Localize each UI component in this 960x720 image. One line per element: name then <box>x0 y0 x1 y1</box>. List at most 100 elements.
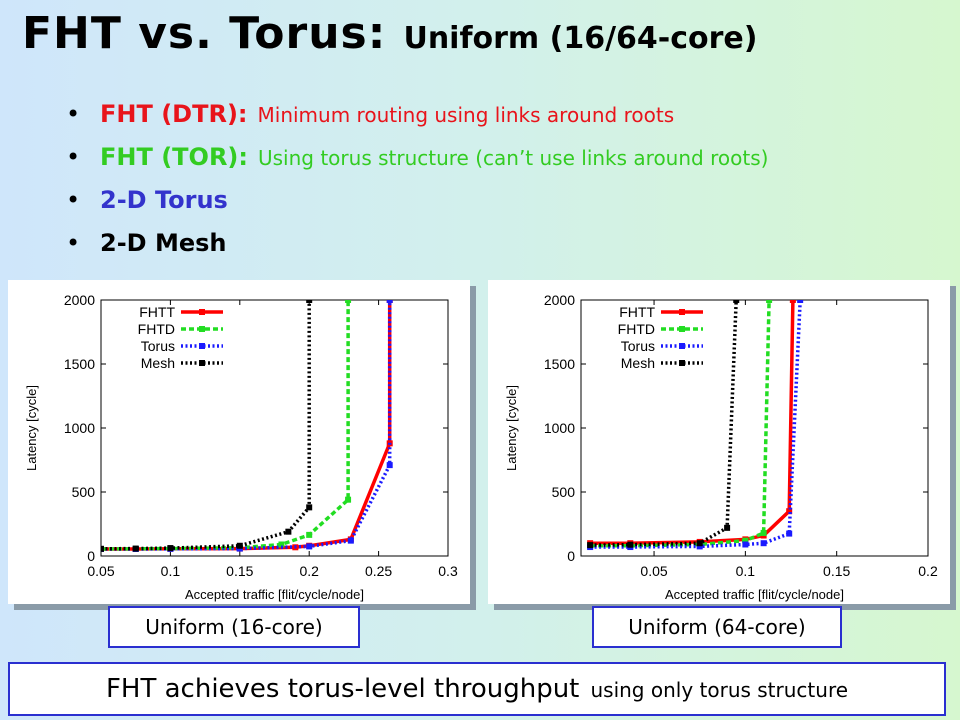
legend-label-torus: Torus <box>621 338 655 354</box>
slide-title: FHT vs. Torus: Uniform (16/64-core) <box>22 8 758 59</box>
legend-label-torus: Torus <box>141 338 175 354</box>
title-main: FHT vs. Torus: <box>22 8 387 59</box>
bullet-desc: Minimum routing using links around roots <box>257 103 675 127</box>
x-tick-label: 0.1 <box>161 563 181 579</box>
x-tick-label: 0.3 <box>438 563 458 579</box>
footer-main: FHT achieves torus-level throughput <box>105 674 580 704</box>
bullet-torus: • 2-D Torus <box>66 186 768 229</box>
y-axis-label: Latency [cycle] <box>24 385 39 471</box>
data-point-torus <box>386 462 393 469</box>
x-tick-label: 0.2 <box>918 563 938 579</box>
legend-marker-torus <box>679 343 685 349</box>
bullet-key: 2-D Mesh <box>100 229 227 257</box>
title-subtitle: Uniform (16/64-core) <box>403 21 758 56</box>
y-tick-label: 2000 <box>544 292 575 308</box>
legend-label-mesh: Mesh <box>621 355 655 371</box>
legend-label-fhtt: FHTT <box>619 304 655 320</box>
data-point-torus <box>786 530 793 537</box>
data-point-mesh <box>696 540 703 547</box>
series-line-fhtd <box>101 300 350 551</box>
y-tick-label: 500 <box>72 484 96 500</box>
data-point-fhtd <box>306 531 313 538</box>
data-point-torus <box>386 300 393 303</box>
data-point-torus <box>347 537 354 544</box>
legend-label-mesh: Mesh <box>141 355 175 371</box>
data-point-mesh <box>285 528 292 535</box>
data-point-fhtt <box>789 300 796 303</box>
x-tick-label: 0.05 <box>87 563 114 579</box>
x-axis-label: Accepted traffic [flit/cycle/node] <box>665 587 844 602</box>
series-line-mesh <box>101 300 311 551</box>
series-line-torus <box>101 300 392 551</box>
data-point-torus <box>742 541 749 548</box>
y-tick-label: 1000 <box>544 420 575 436</box>
legend-label-fhtd: FHTD <box>618 321 655 337</box>
footer-conclusion: FHT achieves torus-level throughput usin… <box>8 662 946 716</box>
data-point-torus <box>696 543 703 550</box>
data-point-mesh <box>236 542 243 549</box>
legend-marker-mesh <box>199 360 205 366</box>
x-tick-label: 0.25 <box>365 563 392 579</box>
legend-marker-fhtd <box>679 326 685 332</box>
bullet-fht-dtr: • FHT (DTR): Minimum routing using links… <box>66 100 768 143</box>
data-point-fhtd <box>742 537 749 544</box>
chart-panel-64-core: 0 500 1000 1500 2000 0.05 0.1 0.15 0.2 Accepted t… <box>488 280 950 604</box>
data-point-mesh <box>167 545 174 552</box>
data-point-mesh <box>306 504 313 511</box>
caption-16-core: Uniform (16-core) <box>108 606 360 648</box>
y-axis-label: Latency [cycle] <box>504 385 519 471</box>
y-tick-label: 0 <box>567 548 575 564</box>
y-tick-label: 2000 <box>64 292 95 308</box>
x-tick-label: 0.15 <box>226 563 253 579</box>
legend-marker-fhtt <box>679 309 685 315</box>
x-tick-label: 0.05 <box>640 563 667 579</box>
chart-64-core: 0 500 1000 1500 2000 0.05 0.1 0.15 0.2 Accepted t… <box>504 292 938 602</box>
data-point-fhtt <box>786 508 793 515</box>
data-point-mesh <box>587 542 594 549</box>
legend-label-fhtd: FHTD <box>138 321 175 337</box>
data-point-mesh <box>101 545 104 552</box>
legend-marker-fhtd <box>199 326 205 332</box>
legend-label-fhtt: FHTT <box>139 304 175 320</box>
x-tick-label: 0.1 <box>736 563 756 579</box>
bullet-key: FHT (TOR): <box>100 143 248 171</box>
y-tick-label: 1500 <box>64 356 95 372</box>
bullet-dot: • <box>66 143 81 171</box>
y-tick-label: 500 <box>552 484 576 500</box>
data-point-fhtd <box>760 529 767 536</box>
data-point-fhtd <box>345 496 352 503</box>
data-point-torus <box>760 540 767 547</box>
y-tick-label: 1000 <box>64 420 95 436</box>
data-point-mesh <box>733 300 740 303</box>
bullet-mesh: • 2-D Mesh <box>66 229 768 272</box>
series-group <box>101 300 393 552</box>
bullet-dot: • <box>66 229 81 257</box>
bullet-dot: • <box>66 186 81 214</box>
data-point-fhtd <box>345 300 352 303</box>
series-line-mesh <box>590 300 738 547</box>
x-tick-label: 0.15 <box>823 563 850 579</box>
data-point-mesh <box>132 545 139 552</box>
data-point-fhtd <box>766 300 773 303</box>
bullet-list: • FHT (DTR): Minimum routing using links… <box>66 100 768 272</box>
data-point-mesh <box>724 524 731 531</box>
y-tick-label: 1500 <box>544 356 575 372</box>
data-point-fhtd <box>278 541 285 548</box>
y-tick-label: 0 <box>87 548 95 564</box>
bullet-desc: Using torus structure (can’t use links a… <box>258 146 769 170</box>
data-point-mesh <box>306 300 313 303</box>
data-point-torus <box>797 300 804 303</box>
bullet-fht-tor: • FHT (TOR): Using torus structure (can’… <box>66 143 768 186</box>
chart-panel-16-core: 0 500 1000 1500 2000 0.05 0.1 0.15 0.2 0.25 0.3 Acc… <box>8 280 470 604</box>
x-axis-label: Accepted traffic [flit/cycle/node] <box>185 587 364 602</box>
bullet-key: 2-D Torus <box>100 186 228 214</box>
data-point-mesh <box>627 541 634 548</box>
data-point-torus <box>306 543 313 550</box>
legend-marker-torus <box>199 343 205 349</box>
chart-16-core: 0 500 1000 1500 2000 0.05 0.1 0.15 0.2 0.25 0.3 Acc… <box>24 292 458 602</box>
legend-marker-mesh <box>679 360 685 366</box>
bullet-key: FHT (DTR): <box>100 100 248 128</box>
x-tick-label: 0.2 <box>299 563 319 579</box>
legend-marker-fhtt <box>199 309 205 315</box>
bullet-dot: • <box>66 100 81 128</box>
